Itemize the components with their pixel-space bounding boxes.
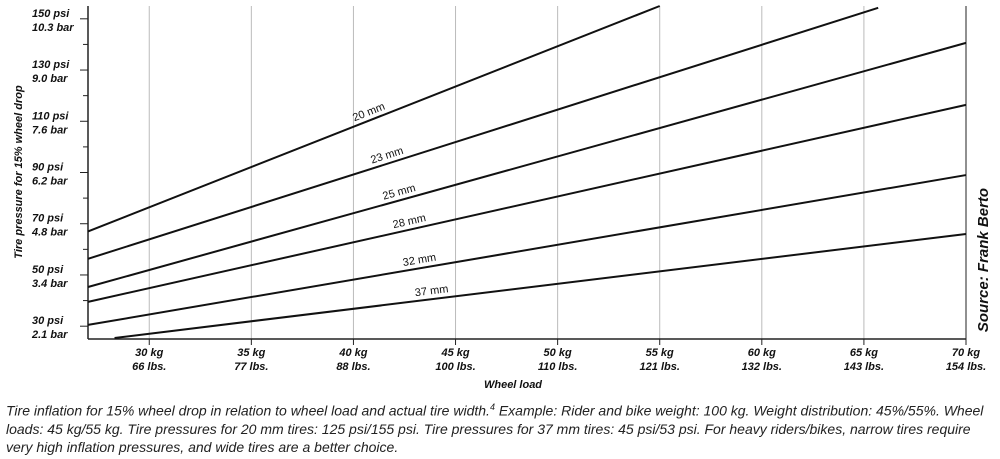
x-tick-sublabel: 66 lbs. (132, 361, 166, 373)
x-tick-sublabel: 100 lbs. (435, 361, 475, 373)
y-tick-sublabel: 2.1 bar (31, 329, 68, 341)
x-tick-label: 35 kg (237, 347, 265, 359)
y-tick-sublabel: 10.3 bar (32, 22, 74, 34)
x-tick-label: 70 kg (952, 347, 980, 359)
y-tick-sublabel: 6.2 bar (32, 176, 68, 188)
caption: Tire inflation for 15% wheel drop in rel… (6, 398, 994, 456)
y-tick-sublabel: 9.0 bar (32, 73, 68, 85)
caption-text: Example: Rider and bike weight: 100 kg. … (6, 402, 984, 455)
x-tick-sublabel: 132 lbs. (742, 361, 782, 373)
line (87, 103, 967, 303)
y-tick-label: 50 psi (32, 264, 64, 276)
footnote: 4 (489, 402, 495, 412)
y-tick-sublabel: 7.6 bar (32, 124, 68, 136)
x-tick-sublabel: 143 lbs. (844, 361, 884, 373)
y-tick-label: 130 psi (32, 59, 70, 71)
line (87, 6, 879, 260)
x-tick-label: 60 kg (748, 347, 776, 359)
y-tick-sublabel: 4.8 bar (31, 227, 68, 239)
series-label: 32 mm (402, 252, 437, 269)
caption-text: Tire inflation for 15% wheel drop in rel… (6, 402, 490, 419)
x-tick-label: 45 kg (440, 347, 469, 359)
line (87, 174, 967, 326)
y-tick-label: 30 psi (32, 315, 64, 327)
x-tick-sublabel: 77 lbs. (234, 361, 268, 373)
chart: Tire pressure for 15% wheel drop Wheel l… (13, 5, 992, 391)
y-tick-label: 150 psi (32, 8, 70, 20)
y-axis-label: Tire pressure for 15% wheel drop (13, 85, 25, 259)
line (114, 232, 967, 339)
x-tick-sublabel: 154 lbs. (946, 361, 986, 373)
x-tick-label: 65 kg (850, 347, 878, 359)
x-axis-label: Wheel load (484, 379, 542, 391)
series-label: 37 mm (414, 283, 449, 299)
x-tick-sublabel: 88 lbs. (336, 361, 370, 373)
y-tick-label: 90 psi (32, 162, 64, 174)
x-tick-label: 40 kg (338, 347, 367, 359)
source: Source: Frank Berto (975, 188, 992, 332)
x-tick-label: 55 kg (646, 347, 674, 359)
y-tick-label: 70 psi (32, 213, 64, 225)
x-tick-label: 50 kg (544, 347, 572, 359)
series-label: 28 mm (392, 212, 427, 231)
line (87, 41, 967, 288)
x-tick-sublabel: 121 lbs. (640, 361, 680, 373)
y-tick-sublabel: 3.4 bar (32, 278, 68, 290)
x-tick-sublabel: 110 lbs. (538, 361, 578, 373)
line (87, 5, 661, 233)
x-tick-label: 30 kg (135, 347, 163, 359)
y-tick-label: 110 psi (32, 110, 69, 122)
